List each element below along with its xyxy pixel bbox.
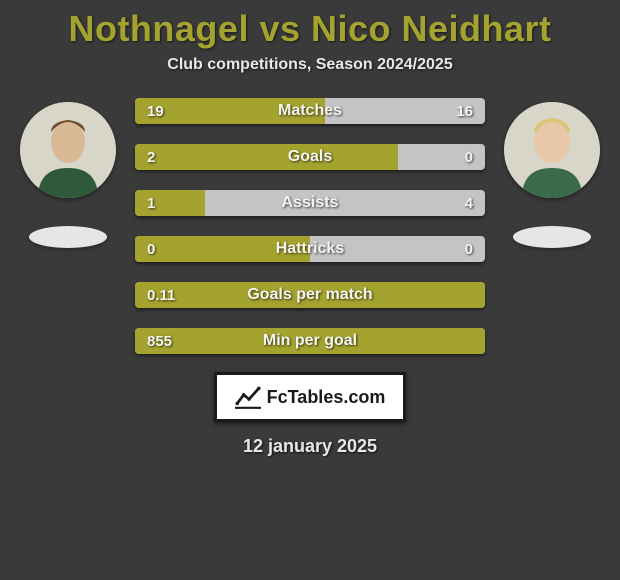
stat-bar: 0Hattricks0 [135,236,485,262]
stat-right-value: 0 [465,144,473,170]
stat-right-value: 16 [456,98,473,124]
footer: FcTables.com 12 january 2025 [0,372,620,457]
stat-bar-fill [135,282,485,308]
brand-text: FcTables.com [267,387,386,408]
player-left-avatar [20,102,116,198]
infographic-container: Nothnagel vs Nico Neidhart Club competit… [0,0,620,457]
main-row: 19Matches16 2Goals0 1Assists4 0Hattricks0 0.… [0,98,620,354]
page-title: Nothnagel vs Nico Neidhart [0,8,620,50]
stat-bar-fill [135,328,485,354]
subtitle: Club competitions, Season 2024/2025 [0,56,620,74]
stats-bars: 19Matches16 2Goals0 1Assists4 0Hattricks0 0.… [135,98,485,354]
person-icon [20,102,116,198]
stat-bar-fill [135,98,325,124]
player-right-avatar [504,102,600,198]
stat-bar-fill [135,190,205,216]
player-right-shadow [513,226,591,248]
player-left-col [13,102,123,248]
stat-bar-fill [135,144,398,170]
chart-icon [235,384,261,410]
stat-right-value: 4 [465,190,473,216]
date-text: 12 january 2025 [243,436,377,457]
player-left-shadow [29,226,107,248]
stat-right-value: 0 [465,236,473,262]
stat-bar: 855Min per goal [135,328,485,354]
stat-bar: 2Goals0 [135,144,485,170]
person-icon [504,102,600,198]
stat-bar: 1Assists4 [135,190,485,216]
stat-bar-fill [135,236,310,262]
stat-bar: 19Matches16 [135,98,485,124]
stat-bar: 0.11Goals per match [135,282,485,308]
player-right-col [497,102,607,248]
brand-box: FcTables.com [214,372,406,422]
